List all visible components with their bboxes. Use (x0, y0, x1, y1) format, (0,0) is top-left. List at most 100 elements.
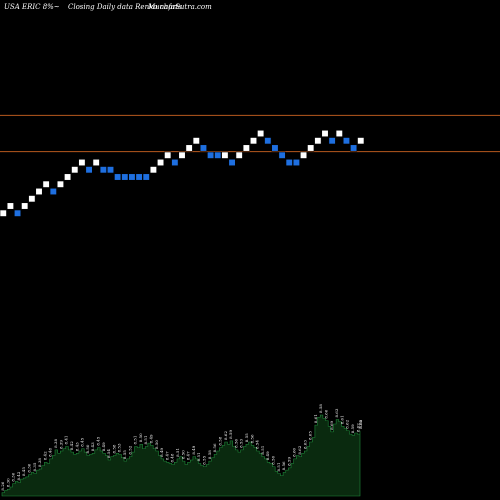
volume-label: 8.58 (217, 436, 222, 445)
volume-label: 8.55 (122, 450, 127, 459)
renko-brick-down (135, 173, 143, 181)
resistance-lines (0, 114, 500, 153)
volume-label: 8.49 (265, 451, 270, 460)
renko-brick-down (285, 158, 293, 167)
volume-label: 8.45 (21, 467, 26, 476)
renko-bricks (0, 129, 365, 217)
renko-brick-down (278, 151, 286, 159)
renko-brick-up (257, 129, 265, 138)
renko-brick-up (28, 195, 36, 203)
renko-brick-down (342, 137, 351, 145)
volume-label: 8.50 (154, 440, 159, 449)
renko-brick-down (121, 173, 129, 181)
volume-label: 8.50 (270, 455, 275, 464)
volume-label: 8.53 (117, 443, 122, 452)
volume-label: 8.58 (318, 404, 323, 413)
renko-brick-down (228, 158, 236, 167)
volume-area: 8.26 8.308.36 8.428.45 8.36 8.358.388.42 8.48… (0, 404, 363, 497)
volume-label: 8.55 (244, 433, 249, 442)
volume-label: 8.48 (170, 453, 175, 462)
volume-label: 8.62 (345, 419, 350, 428)
volume-label: 8.55 (202, 455, 207, 464)
volume-label: 8.41 (64, 436, 69, 445)
renko-brick-down (49, 187, 57, 196)
renko-brick-up (6, 202, 14, 210)
volume-label: 8.53 (239, 439, 244, 448)
renko-brick-up (321, 129, 329, 138)
volume-label: 8.50 (138, 433, 143, 442)
volume-label: 8.63 (334, 408, 339, 417)
volume-area-path (1, 414, 361, 497)
renko-brick-up (149, 166, 157, 174)
volume-label: 8.58 (111, 444, 116, 453)
volume-label: 8.38 (53, 439, 58, 448)
renko-brick-up (314, 137, 322, 145)
renko-brick-down (328, 137, 336, 145)
volume-label: 8.56 (249, 434, 254, 443)
volume-label: 8.26 (0, 481, 5, 490)
volume-label: 8.60 (292, 448, 297, 457)
volume-label: 8.49 (149, 434, 154, 443)
renko-brick-up (56, 180, 65, 188)
renko-brick-up (78, 158, 86, 167)
volume-label: 8.42 (42, 451, 47, 460)
volume-label: 8.50 (180, 450, 185, 459)
volume-label: 8.62 (223, 431, 228, 440)
renko-brick-up (64, 173, 72, 181)
volume-label: 8.51 (143, 436, 148, 445)
renko-brick-up (299, 151, 308, 159)
volume-label: 8.56 (233, 439, 238, 448)
volume-label: 8.61 (339, 415, 344, 424)
renko-brick-up (92, 158, 100, 167)
renko-brick-up (35, 187, 43, 196)
renko-brick-up (357, 137, 365, 145)
volume-label: 8.63 (302, 440, 307, 449)
renko-brick-up (42, 180, 50, 188)
volume-label: 8.61 (313, 414, 318, 423)
volume-label: 8.51 (276, 463, 281, 472)
renko-brick-up (71, 166, 79, 174)
volume-label: 8.65 (358, 419, 363, 428)
volume-label: 8.51 (196, 452, 201, 461)
renko-brick-up (185, 144, 193, 152)
volume-label: 8.59 (286, 457, 291, 466)
volume-label: 8.54 (106, 449, 111, 458)
volume-label: 8.48 (48, 448, 53, 457)
volume-label: 8.60 (358, 419, 363, 428)
volume-label: 8.30 (5, 478, 10, 487)
volume-label: 8.47 (186, 451, 191, 460)
renko-brick-up (164, 151, 172, 159)
volume-label: 8.62 (355, 423, 360, 432)
renko-brick-down (128, 173, 136, 181)
renko-brick-down (264, 137, 272, 145)
renko-brick-up (157, 158, 165, 167)
volume-label: 8.49 (159, 448, 164, 457)
volume-label: 8.49 (101, 442, 106, 451)
renko-brick-up (335, 129, 343, 138)
volume-label: 8.45 (80, 437, 85, 446)
volume-label: 8.38 (37, 458, 42, 467)
volume-label: 8.49 (191, 445, 196, 454)
volume-label: 8.36 (11, 472, 16, 481)
renko-brick-down (85, 166, 93, 174)
volume-label: 8.50 (85, 444, 90, 453)
volume-label: 8.51 (260, 446, 265, 455)
volume-label: 8.62 (297, 445, 302, 454)
volume-label: 8.69 (329, 421, 334, 430)
renko-brick-up (221, 151, 229, 159)
site-label: MunafaSutra.com (148, 3, 212, 11)
volume-label: 8.47 (164, 451, 169, 460)
volume-label: 8.42 (69, 441, 74, 450)
renko-brick-down (271, 144, 279, 152)
renko-brick-up (249, 137, 258, 145)
renko-brick-up (242, 144, 250, 152)
renko-brick-down (142, 173, 150, 181)
renko-brick-down (199, 144, 207, 152)
renko-brick-up (235, 151, 243, 159)
renko-brick-down (106, 166, 115, 174)
volume-label: 8.36 (27, 463, 32, 472)
renko-brick-up (178, 151, 186, 159)
volume-label: 8.51 (133, 436, 138, 445)
